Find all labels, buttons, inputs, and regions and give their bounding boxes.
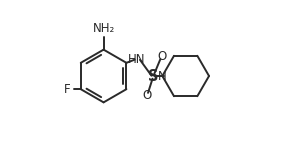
Text: S: S	[148, 69, 158, 83]
Text: NH₂: NH₂	[92, 22, 115, 35]
Text: O: O	[157, 50, 166, 63]
Text: F: F	[64, 83, 71, 96]
Text: HN: HN	[127, 53, 145, 66]
Text: O: O	[143, 89, 152, 102]
Text: N: N	[158, 69, 167, 83]
